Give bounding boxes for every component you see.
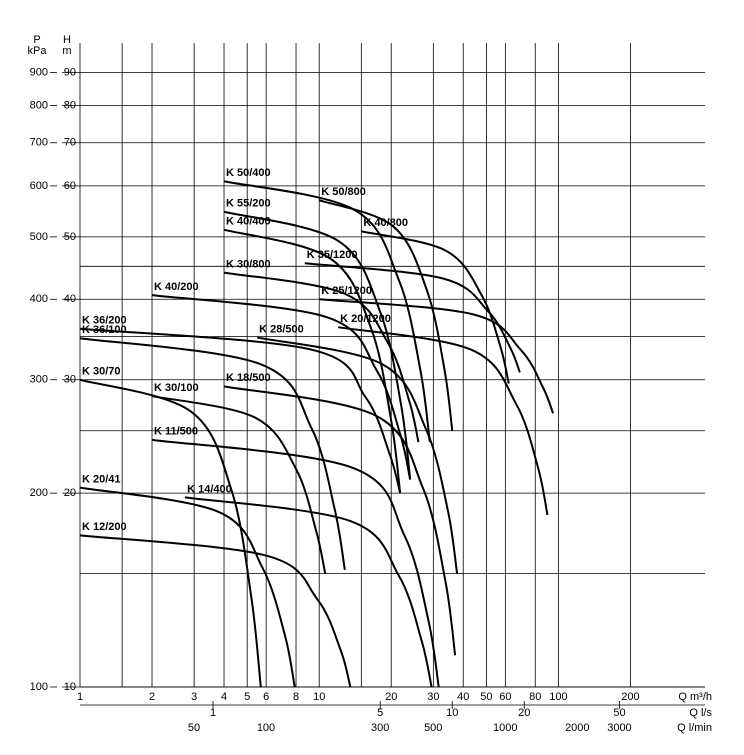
- x-tick-label: 2: [149, 691, 155, 703]
- pump-curve: [361, 230, 510, 384]
- x-tick-label: 200: [621, 691, 639, 703]
- x-tick-label: 20: [385, 691, 397, 703]
- x-tick-label: 30: [427, 691, 439, 703]
- curve-label: K 20/41: [82, 474, 121, 486]
- pump-curve: [151, 438, 440, 688]
- x-tick-label: 6: [263, 691, 269, 703]
- curve-label: K 12/200: [82, 521, 127, 533]
- x-tick-label: 4: [221, 691, 227, 703]
- x-tick-label: 3: [191, 691, 197, 703]
- pump-curve: [223, 228, 402, 494]
- x-tick-label: 8: [293, 691, 299, 703]
- pump-curve: [151, 395, 327, 574]
- curve-label: K 40/400: [226, 216, 271, 228]
- x2-axis-label: Q l/s: [689, 707, 712, 719]
- curve-label: K 25/1200: [321, 285, 372, 297]
- pump-curve: [79, 337, 346, 571]
- x2-tick-label: 10: [446, 707, 458, 719]
- x-tick-label: 10: [313, 691, 325, 703]
- y2-tick-label: 400: [30, 293, 48, 305]
- y-axis-unit: m: [62, 45, 71, 57]
- pump-curve: [337, 326, 549, 516]
- pump-curve: [319, 298, 555, 414]
- x2-tick-label: 50: [613, 707, 625, 719]
- y2-tick-label: 100: [30, 681, 48, 693]
- y2-tick-label: 800: [30, 99, 48, 111]
- pump-curve: [79, 534, 352, 688]
- x3-axis-label: Q l/min: [677, 722, 712, 734]
- y2-tick-label: 300: [30, 374, 48, 386]
- curve-label: K 36/100: [82, 324, 127, 336]
- pump-curve: [223, 210, 412, 480]
- x3-tick-label: 1000: [493, 722, 517, 734]
- pump-curve: [223, 271, 420, 443]
- y2-axis-label: P: [33, 34, 40, 46]
- x3-tick-label: 50: [188, 722, 200, 734]
- x3-tick-label: 3000: [607, 722, 631, 734]
- pump-curve: [79, 327, 402, 494]
- y2-tick-label: 700: [30, 137, 48, 149]
- curve-label: K 20/1200: [340, 313, 391, 325]
- pump-curve: [318, 199, 454, 431]
- curve-label: K 30/100: [154, 382, 199, 394]
- x-tick-label: 80: [529, 691, 541, 703]
- curve-label: K 36/200: [82, 315, 127, 327]
- y2-tick-label: 200: [30, 487, 48, 499]
- curve-label: K 14/400: [187, 483, 232, 495]
- x2-tick-label: 5: [377, 707, 383, 719]
- pump-curve: [184, 496, 433, 688]
- curve-label: K 40/200: [154, 281, 199, 293]
- curve-label: K 50/400: [226, 167, 271, 179]
- curve-label: K 50/800: [321, 186, 366, 198]
- y2-tick-label: 600: [30, 180, 48, 192]
- x2-tick-label: 1: [210, 707, 216, 719]
- curve-label: K 55/200: [226, 198, 271, 210]
- x3-tick-label: 300: [371, 722, 389, 734]
- x-tick-label: 100: [549, 691, 567, 703]
- x-tick-label: 1: [77, 691, 83, 703]
- x-tick-label: 5: [244, 691, 250, 703]
- x-tick-label: 40: [457, 691, 469, 703]
- x2-tick-label: 20: [518, 707, 530, 719]
- y2-axis-unit: kPa: [28, 45, 48, 57]
- x-tick-label: 50: [480, 691, 492, 703]
- pump-curve: [79, 486, 296, 688]
- pump-curve: [223, 385, 457, 656]
- x-axis-label: Q m³/h: [678, 691, 712, 703]
- x3-tick-label: 100: [257, 722, 275, 734]
- x3-tick-label: 2000: [565, 722, 589, 734]
- curve-label: K 35/1200: [307, 249, 358, 261]
- y-axis-label: H: [63, 34, 71, 46]
- pump-curve: [304, 262, 521, 373]
- curve-label: K 18/500: [226, 372, 271, 384]
- curve-label: K 40/800: [363, 217, 408, 229]
- x3-tick-label: 500: [424, 722, 442, 734]
- x-tick-label: 60: [499, 691, 511, 703]
- pump-curve: [256, 336, 459, 574]
- pump-curve: [223, 180, 431, 443]
- curve-label: K 30/800: [226, 259, 271, 271]
- y2-tick-label: 500: [30, 231, 48, 243]
- y2-tick-label: 900: [30, 66, 48, 78]
- curve-label: K 11/500: [154, 426, 198, 438]
- curve-label: K 30/70: [82, 366, 121, 378]
- curve-label: K 28/500: [259, 323, 304, 335]
